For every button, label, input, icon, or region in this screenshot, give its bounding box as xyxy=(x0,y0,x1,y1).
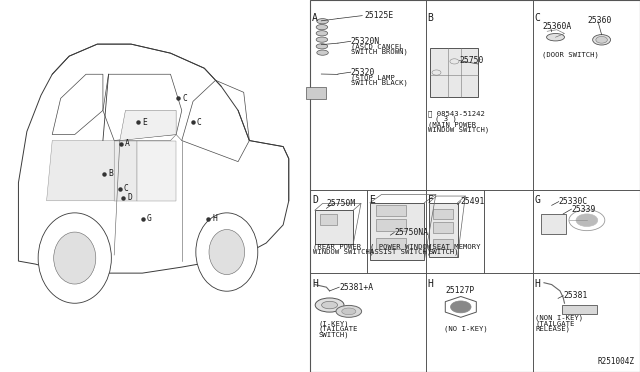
FancyBboxPatch shape xyxy=(433,209,453,219)
Text: H: H xyxy=(312,279,318,289)
Text: 25127P: 25127P xyxy=(445,286,475,295)
Text: B: B xyxy=(428,13,433,23)
Ellipse shape xyxy=(316,44,328,49)
Bar xyxy=(306,87,326,99)
Text: 25750NA: 25750NA xyxy=(394,228,428,237)
Text: (MAIN POWER: (MAIN POWER xyxy=(428,121,476,128)
Ellipse shape xyxy=(316,298,344,312)
Text: H: H xyxy=(534,279,540,289)
FancyBboxPatch shape xyxy=(376,238,406,249)
Text: 25360A: 25360A xyxy=(543,22,572,31)
FancyBboxPatch shape xyxy=(315,210,353,244)
FancyBboxPatch shape xyxy=(433,239,453,249)
FancyBboxPatch shape xyxy=(541,214,566,234)
Text: C: C xyxy=(182,94,187,103)
Text: 25491: 25491 xyxy=(461,197,485,206)
Text: Ⓜ 08543-51242: Ⓜ 08543-51242 xyxy=(428,110,484,117)
Text: C: C xyxy=(124,184,129,193)
FancyBboxPatch shape xyxy=(430,48,478,97)
FancyBboxPatch shape xyxy=(376,205,406,216)
Polygon shape xyxy=(114,141,137,201)
Text: 25381: 25381 xyxy=(563,291,588,300)
Text: (SEAT MEMORY: (SEAT MEMORY xyxy=(428,244,481,250)
Ellipse shape xyxy=(316,37,328,42)
Ellipse shape xyxy=(547,33,564,41)
Text: B: B xyxy=(108,169,113,178)
Polygon shape xyxy=(47,141,114,201)
Text: RELEASE): RELEASE) xyxy=(535,326,570,333)
Text: H: H xyxy=(212,214,217,223)
Text: (TAILGATE: (TAILGATE xyxy=(535,320,575,327)
Text: H: H xyxy=(428,279,433,289)
Text: (NON I-KEY): (NON I-KEY) xyxy=(535,315,583,321)
Text: ( POWER WINDOW: ( POWER WINDOW xyxy=(370,244,431,250)
Text: (DOOR SWITCH): (DOOR SWITCH) xyxy=(542,51,599,58)
Text: SWITCH BROWN): SWITCH BROWN) xyxy=(351,49,408,55)
Text: A: A xyxy=(312,13,318,23)
Text: SWITCH): SWITCH) xyxy=(428,249,459,256)
Polygon shape xyxy=(120,110,176,141)
FancyBboxPatch shape xyxy=(429,203,458,257)
Ellipse shape xyxy=(317,19,328,24)
Text: G: G xyxy=(147,214,152,223)
Text: 25339: 25339 xyxy=(572,205,596,214)
Text: 25750: 25750 xyxy=(460,56,484,65)
Text: A: A xyxy=(125,139,130,148)
Text: ( 3 ): ( 3 ) xyxy=(435,116,457,122)
Text: 25320: 25320 xyxy=(351,68,375,77)
Text: (REAR POWER: (REAR POWER xyxy=(313,244,361,250)
Text: 25360: 25360 xyxy=(588,16,612,25)
Text: F: F xyxy=(428,195,433,205)
Text: 25125E: 25125E xyxy=(365,11,394,20)
Text: D: D xyxy=(127,193,132,202)
Ellipse shape xyxy=(596,36,607,43)
Polygon shape xyxy=(137,141,176,201)
Ellipse shape xyxy=(209,230,244,275)
Ellipse shape xyxy=(316,31,328,36)
Text: (I-KEY): (I-KEY) xyxy=(318,320,349,327)
Text: R251004Z: R251004Z xyxy=(598,357,635,366)
Text: SWITCH BLACK): SWITCH BLACK) xyxy=(351,79,408,86)
Ellipse shape xyxy=(317,50,328,55)
FancyBboxPatch shape xyxy=(320,214,337,225)
FancyBboxPatch shape xyxy=(370,203,424,260)
Text: WINDOW SWITCH): WINDOW SWITCH) xyxy=(313,249,374,256)
Text: (STOP LAMP: (STOP LAMP xyxy=(351,74,394,81)
Ellipse shape xyxy=(316,25,328,30)
Circle shape xyxy=(451,301,471,313)
Text: G: G xyxy=(534,195,540,205)
FancyBboxPatch shape xyxy=(433,222,453,232)
Text: (TAILGATE: (TAILGATE xyxy=(318,326,358,333)
Text: 25381+A: 25381+A xyxy=(339,283,373,292)
Text: C: C xyxy=(534,13,540,23)
Text: 25330C: 25330C xyxy=(559,197,588,206)
Ellipse shape xyxy=(593,35,611,45)
Text: WINDOW SWITCH): WINDOW SWITCH) xyxy=(428,126,489,133)
Text: 25750M: 25750M xyxy=(326,199,356,208)
Text: E: E xyxy=(142,118,147,127)
Text: D: D xyxy=(312,195,318,205)
Ellipse shape xyxy=(342,308,356,315)
Text: (ASCD CANCEL: (ASCD CANCEL xyxy=(351,44,403,50)
Text: SWITCH): SWITCH) xyxy=(318,331,349,338)
FancyBboxPatch shape xyxy=(376,219,406,231)
Text: C: C xyxy=(197,118,202,127)
Text: 25320N: 25320N xyxy=(351,37,380,46)
Ellipse shape xyxy=(54,232,96,284)
Ellipse shape xyxy=(322,301,338,309)
Ellipse shape xyxy=(38,213,111,303)
Bar xyxy=(562,305,597,314)
Ellipse shape xyxy=(196,213,258,291)
Bar xyxy=(310,0,640,372)
Text: (NO I-KEY): (NO I-KEY) xyxy=(444,326,487,333)
Text: E: E xyxy=(369,195,374,205)
Ellipse shape xyxy=(336,305,362,317)
Text: ASSIST SWITCH): ASSIST SWITCH) xyxy=(370,249,431,256)
Circle shape xyxy=(576,214,598,227)
